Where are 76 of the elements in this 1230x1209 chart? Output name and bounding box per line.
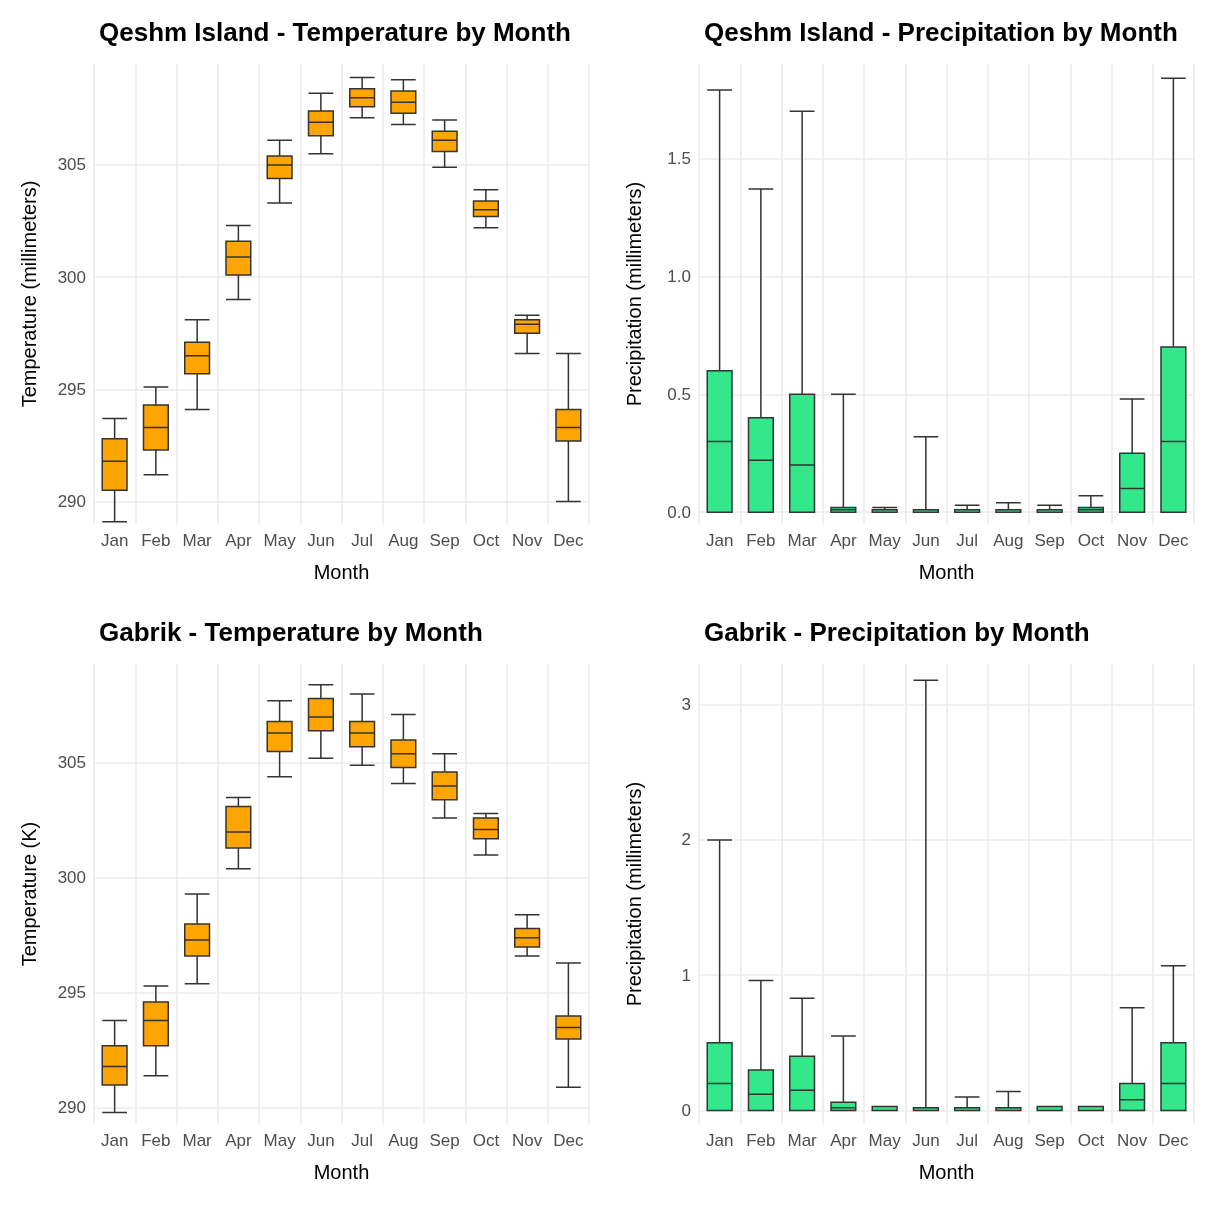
y-tick-label: 300 bbox=[57, 868, 86, 888]
y-axis-title: Precipitation (millimeters) bbox=[623, 781, 645, 1007]
x-tick-label: Jul bbox=[956, 531, 978, 550]
x-tick-label: Apr bbox=[225, 1131, 252, 1150]
x-axis-title: Month bbox=[918, 1161, 975, 1183]
y-axis-title: Temperature (K) bbox=[18, 821, 40, 967]
y-tick-label: 295 bbox=[57, 379, 86, 399]
x-tick-label: Sep bbox=[429, 531, 460, 550]
y-tick-label: 0.0 bbox=[667, 502, 691, 522]
x-tick-label: Jan bbox=[705, 1131, 734, 1150]
x-tick-label: Nov bbox=[512, 1131, 543, 1150]
y-tick-label: 290 bbox=[57, 1098, 86, 1118]
x-tick-label: Aug bbox=[993, 531, 1024, 550]
x-tick-label: Nov bbox=[1117, 1131, 1148, 1150]
x-tick-label: Dec bbox=[553, 531, 584, 550]
y-tick-label: 305 bbox=[57, 753, 86, 773]
x-tick-label: Jul bbox=[351, 1131, 373, 1150]
x-tick-label: Jan bbox=[705, 531, 734, 550]
y-axis-title: Temperature (millimeters) bbox=[18, 180, 40, 408]
x-tick-label: Jul bbox=[956, 1131, 978, 1150]
x-tick-label: Aug bbox=[993, 1131, 1024, 1150]
x-tick-label: Apr bbox=[830, 531, 857, 550]
x-axis-title: Month bbox=[918, 561, 975, 583]
x-tick-label: Jan bbox=[100, 531, 129, 550]
x-tick-label: Dec bbox=[1158, 1131, 1189, 1150]
x-tick-label: Mar bbox=[787, 531, 818, 550]
chart-title: Gabrik - Temperature by Month bbox=[99, 617, 483, 647]
x-tick-label: Feb bbox=[141, 1131, 171, 1150]
y-tick-label: 3 bbox=[681, 695, 691, 715]
chart-title: Qeshm Island - Temperature by Month bbox=[99, 17, 571, 47]
y-tick-label: 2 bbox=[681, 830, 691, 850]
x-tick-label: Jan bbox=[100, 1131, 129, 1150]
x-tick-label: Feb bbox=[746, 1131, 776, 1150]
x-tick-label: Oct bbox=[1077, 1131, 1105, 1150]
x-tick-label: Feb bbox=[746, 531, 776, 550]
x-tick-label: Apr bbox=[830, 1131, 857, 1150]
chart-title: Qeshm Island - Precipitation by Month bbox=[704, 17, 1178, 47]
x-tick-label: Jun bbox=[912, 1131, 940, 1150]
x-tick-label: May bbox=[868, 1131, 902, 1150]
x-tick-label: May bbox=[868, 531, 902, 550]
x-tick-label: Aug bbox=[388, 1131, 419, 1150]
x-tick-label: Dec bbox=[1158, 531, 1189, 550]
y-tick-label: 290 bbox=[57, 492, 86, 512]
x-tick-label: Apr bbox=[225, 531, 252, 550]
x-axis-title: Month bbox=[313, 561, 370, 583]
x-tick-label: Jun bbox=[307, 1131, 335, 1150]
y-tick-label: 295 bbox=[57, 983, 86, 1003]
y-tick-label: 0.5 bbox=[667, 384, 691, 404]
x-tick-label: Jun bbox=[912, 531, 940, 550]
x-tick-label: Jul bbox=[351, 531, 373, 550]
y-axis-title: Precipitation (millimeters) bbox=[623, 181, 645, 407]
x-tick-label: Mar bbox=[182, 1131, 213, 1150]
y-tick-label: 1.5 bbox=[667, 148, 691, 168]
x-tick-label: Oct bbox=[1077, 531, 1105, 550]
y-tick-label: 0 bbox=[681, 1100, 691, 1120]
x-tick-label: May bbox=[263, 1131, 297, 1150]
x-tick-label: May bbox=[263, 531, 297, 550]
x-tick-label: Nov bbox=[512, 531, 543, 550]
y-tick-label: 305 bbox=[57, 155, 86, 175]
y-tick-label: 1.0 bbox=[667, 266, 691, 286]
x-tick-label: Nov bbox=[1117, 531, 1148, 550]
x-tick-label: Dec bbox=[553, 1131, 584, 1150]
x-tick-label: Mar bbox=[182, 531, 213, 550]
x-tick-label: Mar bbox=[787, 1131, 818, 1150]
x-tick-label: Sep bbox=[1034, 531, 1065, 550]
x-tick-label: Oct bbox=[472, 1131, 500, 1150]
y-tick-label: 300 bbox=[57, 267, 86, 287]
chart-title: Gabrik - Precipitation by Month bbox=[704, 617, 1090, 647]
x-axis-title: Month bbox=[313, 1161, 370, 1183]
x-tick-label: Jun bbox=[307, 531, 335, 550]
x-tick-label: Sep bbox=[429, 1131, 460, 1150]
x-tick-label: Oct bbox=[472, 531, 500, 550]
x-tick-label: Sep bbox=[1034, 1131, 1065, 1150]
x-tick-label: Aug bbox=[388, 531, 419, 550]
y-tick-label: 1 bbox=[681, 965, 691, 985]
x-tick-label: Feb bbox=[141, 531, 171, 550]
